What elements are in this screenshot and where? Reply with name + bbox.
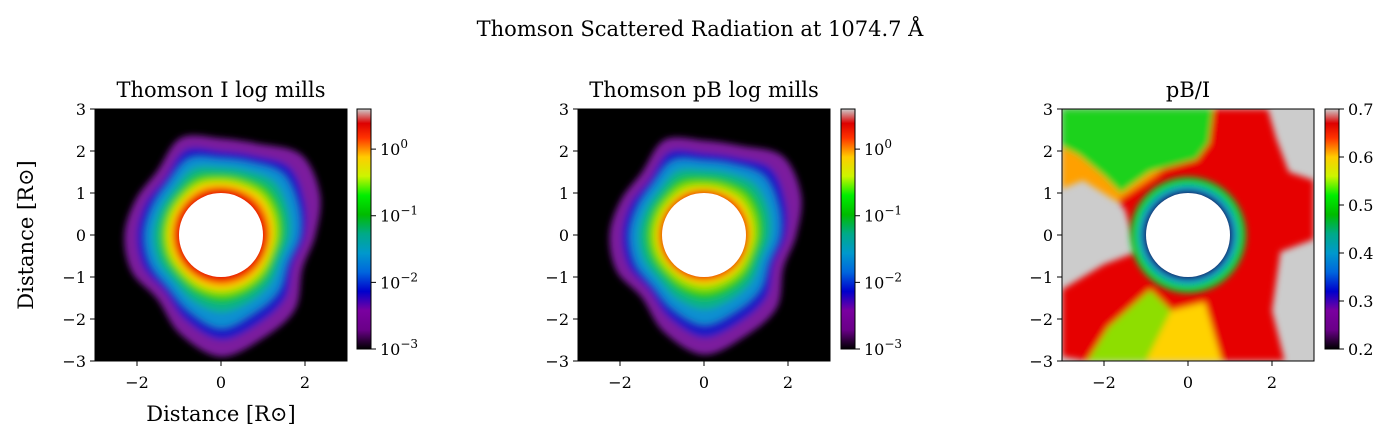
y-tick-label: 1 — [76, 184, 86, 203]
occulting-disk — [662, 193, 746, 277]
y-tick-label: 2 — [1043, 142, 1053, 161]
x-tick-label: 2 — [300, 373, 310, 392]
y-tick-label: −2 — [545, 310, 569, 329]
x-axis-label: Distance [R⊙] — [146, 402, 295, 426]
panel-title: Thomson I log mills — [117, 78, 326, 102]
colorbar-tick-label: 0.6 — [1348, 148, 1373, 167]
y-tick-label: 0 — [1043, 226, 1053, 245]
colorbar — [840, 108, 856, 350]
panel-1: Thomson I log mills−2 0 23210−1−2−3Distanc… — [14, 78, 418, 426]
plot-area — [578, 109, 830, 361]
ratio-region-4 — [1146, 302, 1222, 361]
panel-2: Thomson pB log mills−2 0 23210−1−2−310010−… — [545, 78, 902, 392]
x-tick-label: −2 — [1092, 373, 1116, 392]
colorbar-tick-label: 10−1 — [380, 204, 418, 226]
occulting-disk — [1146, 193, 1230, 277]
y-tick-label: −2 — [1029, 310, 1053, 329]
x-tick-label: −2 — [125, 373, 149, 392]
colorbar-tick-label: 0.4 — [1348, 244, 1373, 263]
colorbar-tick-label: 10−3 — [864, 337, 902, 359]
y-tick-label: −1 — [62, 268, 86, 287]
panel-3: pB/I −2 0 2 3 2 1 0 −1 −2 −3 0.7 0.6 0.5 0.4 0.3 0.2 — [1029, 78, 1373, 392]
colorbar — [1324, 108, 1340, 350]
colorbar-tick-label: 10−3 — [380, 337, 418, 359]
ratio-region-5 — [1062, 109, 1214, 193]
colorbar-tick-label: 0.5 — [1348, 196, 1373, 215]
panel-title: pB/I — [1166, 78, 1210, 102]
y-tick-label: −1 — [1029, 268, 1053, 287]
x-tick-label: 2 — [1267, 373, 1277, 392]
x-tick-label: 0 — [1183, 373, 1193, 392]
y-tick-label: −3 — [62, 352, 86, 371]
y-tick-label: 2 — [559, 142, 569, 161]
colorbar-tick-label: 100 — [864, 137, 892, 159]
y-tick-label: 3 — [1043, 100, 1053, 119]
ratio-region-3 — [1087, 289, 1172, 361]
y-tick-label: −1 — [545, 268, 569, 287]
colorbar — [356, 108, 372, 350]
y-tick-label: 0 — [559, 226, 569, 245]
x-tick-label: 0 — [216, 373, 226, 392]
colorbar-tick-label: 0.3 — [1348, 292, 1373, 311]
y-tick-label: −3 — [1029, 352, 1053, 371]
colorbar-tick-label: 0.7 — [1348, 100, 1373, 119]
panel-title: Thomson pB log mills — [589, 78, 819, 102]
ratio-region-6 — [1209, 109, 1268, 160]
y-tick-label: 3 — [559, 100, 569, 119]
figure-title: Thomson Scattered Radiation at 1074.7 Å — [477, 16, 925, 41]
colorbar-tick-label: 10−1 — [864, 204, 902, 226]
y-axis-label: Distance [R⊙] — [14, 160, 38, 309]
y-tick-label: 1 — [1043, 184, 1053, 203]
colorbar-tick-label: 0.2 — [1348, 340, 1373, 359]
y-tick-label: −2 — [62, 310, 86, 329]
plot-area — [95, 109, 347, 361]
y-tick-label: 1 — [559, 184, 569, 203]
colorbar-tick-label: 10−2 — [380, 270, 418, 292]
y-tick-label: −3 — [545, 352, 569, 371]
y-tick-label: 0 — [76, 226, 86, 245]
y-tick-label: 2 — [76, 142, 86, 161]
occulting-disk — [179, 193, 263, 277]
x-tick-label: −2 — [608, 373, 632, 392]
colorbar-tick-label: 100 — [380, 137, 408, 159]
plot-area — [1062, 109, 1314, 361]
colorbar-tick-label: 10−2 — [864, 270, 902, 292]
y-tick-label: 3 — [76, 100, 86, 119]
x-tick-label: 2 — [783, 373, 793, 392]
x-tick-label: 0 — [699, 373, 709, 392]
